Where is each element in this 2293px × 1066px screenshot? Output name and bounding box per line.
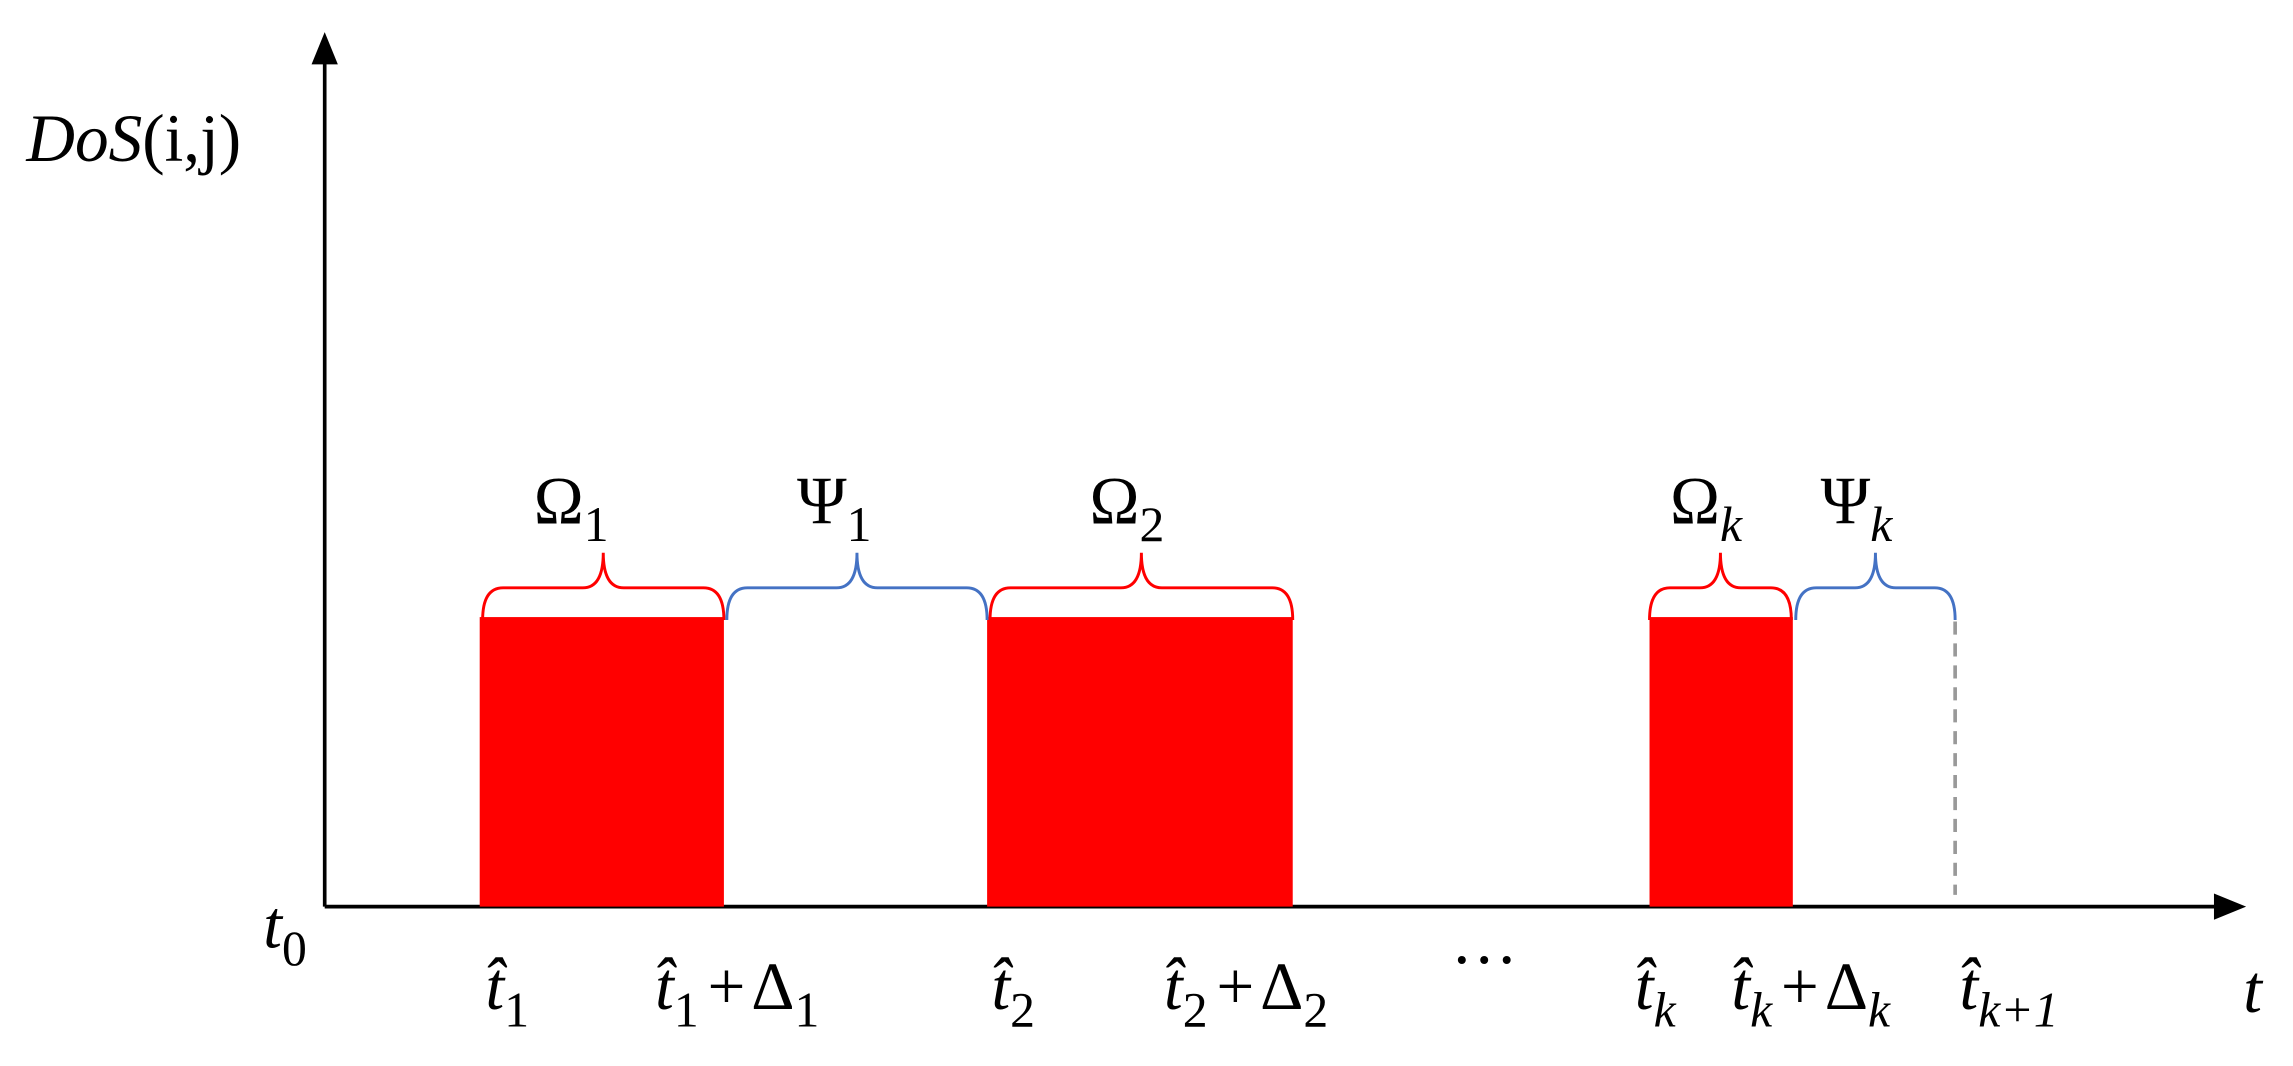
label-part: Δ — [751, 949, 794, 1024]
y-axis-label: DoS(i,j) — [25, 101, 241, 176]
math-label: Ω2 — [1089, 463, 1164, 552]
math-label: Ψk — [1821, 463, 1894, 552]
math-label: t̂k+1 — [1960, 949, 2059, 1038]
math-label: Ω1 — [534, 463, 609, 552]
math-label: t0 — [263, 888, 307, 977]
y-axis-label-name: DoS — [25, 101, 142, 176]
label-part: 2 — [1139, 497, 1164, 552]
label-base: ··· — [1451, 923, 1518, 998]
math-label: t̂1 — [486, 949, 530, 1038]
label-part: Δ — [1825, 949, 1868, 1024]
label-part: k — [1750, 983, 1773, 1038]
label-part: 1 — [795, 983, 820, 1038]
math-label: t̂1 + Δ1 — [655, 949, 819, 1038]
label-base: Ω — [534, 463, 584, 538]
math-label: ··· — [1451, 923, 1518, 998]
brace — [988, 552, 1295, 621]
label-base: t̂ — [655, 949, 677, 1024]
label-part: Δ — [1260, 949, 1303, 1024]
math-label: t̂2 — [991, 949, 1035, 1038]
label-part: 2 — [1303, 983, 1328, 1038]
label-part: + — [1781, 949, 1819, 1024]
label-part: k — [1868, 983, 1891, 1038]
label-base: Ψ — [1821, 463, 1871, 538]
label-part: k — [1654, 983, 1677, 1038]
math-label: t̂2 + Δ2 — [1164, 949, 1328, 1038]
label-part: k — [1720, 497, 1743, 552]
label-part: + — [707, 949, 745, 1024]
label-part: 1 — [674, 983, 699, 1038]
y-arrow — [311, 32, 338, 65]
label-part: + — [1216, 949, 1254, 1024]
label-base: t — [263, 888, 284, 963]
label-base: Ψ — [797, 463, 847, 538]
attack-interval — [479, 617, 724, 907]
label-base: t̂ — [1635, 949, 1657, 1024]
label-base: t̂ — [1731, 949, 1753, 1024]
brace — [725, 552, 989, 621]
label-part: 1 — [504, 983, 529, 1038]
label-base: Ω — [1670, 463, 1720, 538]
label-part: 1 — [847, 497, 872, 552]
label-base: t̂ — [1960, 949, 1982, 1024]
brace — [481, 552, 726, 621]
label-part: 2 — [1183, 983, 1208, 1038]
label-base: t̂ — [1164, 949, 1186, 1024]
math-label: t̂k + Δk — [1731, 949, 1891, 1038]
attack-interval — [987, 617, 1293, 907]
label-part: 1 — [584, 497, 609, 552]
math-label: t̂k — [1635, 949, 1677, 1038]
math-label: Ωk — [1670, 463, 1743, 552]
math-label: Ψ1 — [797, 463, 871, 552]
label-base: Ω — [1089, 463, 1139, 538]
x-arrow — [2213, 893, 2247, 920]
label-base: t̂ — [486, 949, 508, 1024]
label-part: 2 — [1010, 983, 1035, 1038]
x-axis-label: t — [2243, 952, 2264, 1027]
attack-interval — [1649, 617, 1793, 907]
label-part: 0 — [282, 921, 307, 976]
brace — [1794, 552, 1957, 621]
label-base: t̂ — [991, 949, 1013, 1024]
brace — [1648, 552, 1793, 621]
y-axis-label-args: (i,j) — [142, 101, 241, 176]
label-part: k+1 — [1978, 983, 2058, 1038]
label-part: k — [1870, 497, 1893, 552]
